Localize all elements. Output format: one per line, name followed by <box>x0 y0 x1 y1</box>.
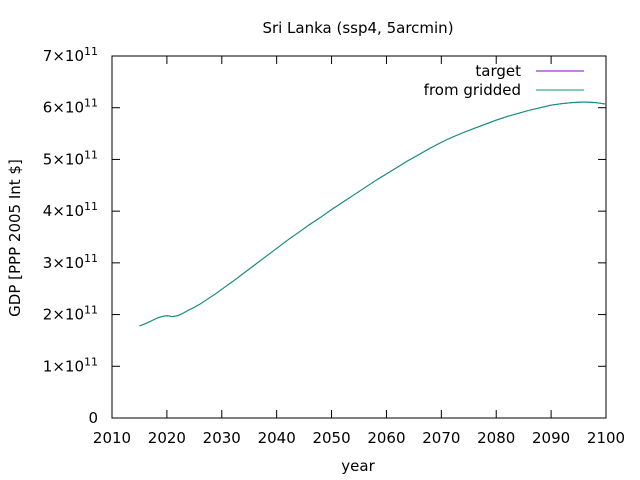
y-tick-label: 5×1011 <box>43 148 98 168</box>
y-tick-mantissa: 1×10 <box>43 357 84 375</box>
series-line-target <box>139 101 607 327</box>
x-tick-label: 2060 <box>367 429 405 447</box>
y-tick-label: 3×1011 <box>43 252 98 272</box>
x-axis-label: year <box>341 457 375 475</box>
chart-title: Sri Lanka (ssp4, 5arcmin) <box>262 19 453 37</box>
y-tick-mantissa: 0 <box>88 409 98 427</box>
y-tick-exponent: 11 <box>84 97 98 110</box>
y-tick-exponent: 11 <box>84 355 98 368</box>
y-tick-mantissa: 7×10 <box>43 47 84 65</box>
x-tick-label: 2020 <box>148 429 186 447</box>
x-tick-label: 2010 <box>93 429 131 447</box>
y-tick-mantissa: 4×10 <box>43 202 84 220</box>
y-tick-label: 6×1011 <box>43 97 98 117</box>
x-axis: 2010 2020 2030 2040 2050 2060 2070 2080 2090 2100 <box>93 56 625 447</box>
y-axis-label: GDP [PPP 2005 Int $] <box>6 159 24 317</box>
y-tick-exponent: 11 <box>84 252 98 265</box>
y-tick-label: 2×1011 <box>43 304 98 324</box>
y-tick-label: 1×1011 <box>43 355 98 375</box>
y-tick-mantissa: 6×10 <box>43 99 84 117</box>
legend-label: target <box>475 62 521 80</box>
y-tick-exponent: 11 <box>84 45 98 58</box>
x-tick-label: 2080 <box>477 429 515 447</box>
plot-area <box>111 55 607 419</box>
y-tick-exponent: 11 <box>84 148 98 161</box>
y-tick-mantissa: 5×10 <box>43 150 84 168</box>
x-tick-label: 2030 <box>203 429 241 447</box>
y-axis: 01×10112×10113×10114×10115×10116×10117×1… <box>43 45 606 427</box>
x-tick-label: 2070 <box>422 429 460 447</box>
y-tick-label: 4×1011 <box>43 200 98 220</box>
y-tick-mantissa: 2×10 <box>43 306 84 324</box>
x-tick-label: 2040 <box>258 429 296 447</box>
y-tick-exponent: 11 <box>84 200 98 213</box>
y-tick-mantissa: 3×10 <box>43 254 84 272</box>
legend-label: from gridded <box>424 81 521 99</box>
series-line-from-gridded <box>139 101 607 327</box>
series-group <box>139 101 607 327</box>
y-tick-exponent: 11 <box>84 304 98 317</box>
y-tick-label: 7×1011 <box>43 45 98 65</box>
x-tick-label: 2050 <box>312 429 350 447</box>
y-tick-label: 0 <box>88 409 98 427</box>
x-tick-label: 2090 <box>532 429 570 447</box>
x-tick-label: 2100 <box>587 429 625 447</box>
